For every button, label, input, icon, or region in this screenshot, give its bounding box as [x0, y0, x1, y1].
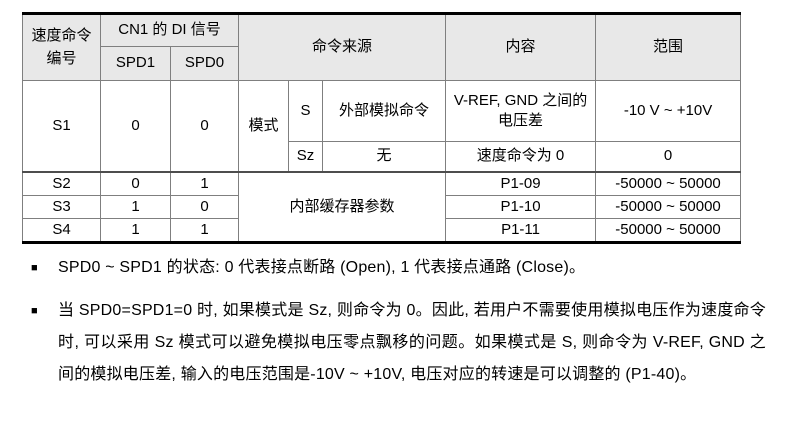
- cell-s2-id: S2: [22, 170, 101, 196]
- cell-s4-range: -50000 ~ 50000: [595, 217, 742, 244]
- cell-s1-spd1: 0: [100, 80, 171, 172]
- note-mode-explanation: ■ 当 SPD0=SPD1=0 时, 如果模式是 Sz, 则命令为 0。因此, …: [22, 295, 766, 391]
- cell-s1-spd0: 0: [169, 80, 240, 172]
- header-command-source: 命令来源: [238, 13, 447, 81]
- cell-s4-content: P1-11: [445, 217, 597, 244]
- note-spd-state: ■ SPD0 ~ SPD1 的状态: 0 代表接点断路 (Open), 1 代表…: [22, 252, 766, 284]
- header-speed-command-line2: 编号: [46, 49, 77, 67]
- cell-s1-id: S1: [22, 80, 101, 172]
- cell-s1-sz-range: 0: [595, 141, 742, 172]
- note-mode-explanation-text: 当 SPD0=SPD1=0 时, 如果模式是 Sz, 则命令为 0。因此, 若用…: [58, 302, 766, 383]
- bullet-square-icon: ■: [31, 305, 38, 317]
- cell-s1-s-content: V-REF, GND 之间的电压差: [445, 80, 597, 142]
- cell-s4-spd1: 1: [100, 217, 171, 244]
- cell-s1-s-range: -10 V ~ +10V: [595, 80, 742, 142]
- notes-section: ■ SPD0 ~ SPD1 的状态: 0 代表接点断路 (Open), 1 代表…: [22, 252, 766, 402]
- header-content: 内容: [445, 13, 597, 81]
- cell-mode-s-desc: 外部模拟命令: [322, 80, 447, 142]
- cell-s2-spd0: 1: [169, 170, 240, 196]
- cell-mode-sz: Sz: [288, 141, 324, 172]
- cell-s4-id: S4: [22, 217, 101, 244]
- cell-mode-s: S: [288, 80, 324, 142]
- cell-mode-sz-desc: 无: [322, 141, 447, 172]
- cell-s3-id: S3: [22, 194, 101, 220]
- cell-s2-content: P1-09: [445, 170, 597, 196]
- header-speed-command-line1: 速度命令: [31, 27, 92, 44]
- cell-internal-buffer: 内部缓存器参数: [238, 170, 447, 244]
- bullet-square-icon: ■: [31, 262, 38, 274]
- cell-s3-content: P1-10: [445, 194, 597, 220]
- header-spd1: SPD1: [100, 46, 171, 81]
- cell-mode-label: 模式: [238, 80, 290, 172]
- cell-s3-range: -50000 ~ 50000: [595, 194, 742, 220]
- cell-s1-sz-content: 速度命令为 0: [445, 141, 597, 172]
- cell-s2-spd1: 0: [100, 170, 171, 196]
- cell-s2-range: -50000 ~ 50000: [595, 170, 742, 196]
- header-range: 范围: [595, 13, 742, 81]
- cell-s3-spd0: 0: [169, 194, 240, 220]
- cell-s4-spd0: 1: [169, 217, 240, 244]
- header-cn1-di-signal: CN1 的 DI 信号: [99, 13, 240, 47]
- header-spd0: SPD0: [169, 46, 240, 81]
- header-speed-command-number: 速度命令 编号: [22, 13, 101, 81]
- note-spd-state-text: SPD0 ~ SPD1 的状态: 0 代表接点断路 (Open), 1 代表接点…: [58, 259, 586, 276]
- speed-command-table: 速度命令 编号 CN1 的 DI 信号 命令来源 内容 范围 SPD1 SPD0…: [22, 12, 742, 245]
- cell-s3-spd1: 1: [100, 194, 171, 220]
